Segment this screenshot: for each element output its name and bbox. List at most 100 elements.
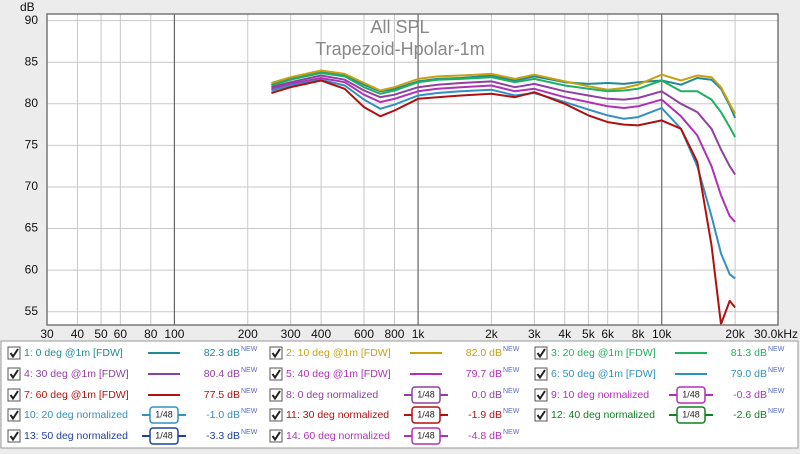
checkmark [536, 410, 546, 421]
legend-badge: NEW [241, 408, 258, 415]
x-tick-label: 20k [725, 327, 745, 341]
checkbox[interactable] [269, 367, 283, 381]
chart-title: All SPL [370, 17, 429, 37]
legend-badge: NEW [503, 429, 520, 436]
legend-item: 10: 20 deg normalized 1/48 -1.0 dB NEW [7, 406, 258, 424]
smoothing-label: 1/48 [417, 389, 435, 399]
checkmark [9, 369, 19, 380]
checkbox[interactable] [7, 367, 21, 381]
legend-badge: NEW [503, 388, 520, 395]
checkbox[interactable] [534, 388, 548, 402]
checkbox[interactable] [269, 408, 283, 422]
legend-item: 7: 60 deg @1m [FDW] 77.5 dB NEW [7, 388, 258, 402]
legend-value: 77.5 dB [204, 389, 240, 401]
checkmark [271, 348, 281, 359]
x-tick-label: 60 [114, 327, 128, 341]
legend-item: 2: 10 deg @1m [FDW] 82.0 dB NEW [269, 346, 520, 360]
legend-item: 6: 50 deg @1m [FDW] 79.0 dB NEW [534, 367, 785, 381]
legend-badge: NEW [503, 408, 520, 415]
legend-name: 4: 30 deg @1m [FDW] [24, 368, 129, 380]
chart-subtitle: Trapezoid-Hpolar-1m [315, 39, 484, 59]
y-tick-label: 80 [25, 96, 39, 110]
legend-item: 5: 40 deg @1m [FDW] 79.7 dB NEW [269, 367, 520, 381]
legend-badge: NEW [241, 346, 258, 353]
y-tick-label: 55 [25, 304, 39, 318]
legend-value: -2.6 dB [733, 409, 767, 421]
legend-item: 14: 60 deg normalized 1/48 -4.8 dB NEW [269, 427, 520, 445]
checkbox[interactable] [534, 346, 548, 360]
y-tick-label: 65 [25, 221, 39, 235]
trace [271, 79, 736, 325]
x-tick-label: 10k [652, 327, 672, 341]
smoothing-label: 1/48 [682, 409, 700, 419]
x-tick-label: 6k [601, 327, 615, 341]
legend-value: -1.9 dB [468, 409, 502, 421]
legend-value: -0.3 dB [733, 389, 767, 401]
y-tick-label: 90 [25, 13, 39, 27]
checkbox[interactable] [534, 367, 548, 381]
legend-item: 9: 10 deg normalized 1/48 -0.3 dB NEW [534, 386, 785, 404]
legend-item: 8: 0 deg normalized 1/48 0.0 dB NEW [269, 386, 520, 404]
x-tick-label: 30 [40, 327, 54, 341]
checkmark [9, 348, 19, 359]
x-tick-label: 100 [164, 327, 184, 341]
legend-badge: NEW [241, 429, 258, 436]
legend-name: 10: 20 deg normalized [24, 409, 128, 421]
checkbox[interactable] [7, 388, 21, 402]
legend-value: -1.0 dB [206, 409, 240, 421]
checkbox[interactable] [269, 388, 283, 402]
legend-name: 13: 50 deg normalized [24, 430, 128, 442]
checkmark [271, 410, 281, 421]
plot-border [46, 13, 779, 326]
y-tick-label: 75 [25, 138, 39, 152]
x-tick-label: 3k [528, 327, 542, 341]
legend-badge: NEW [768, 367, 785, 374]
legend-value: -3.3 dB [206, 430, 240, 442]
checkmark [536, 390, 546, 401]
legend-name: 11: 30 deg normalized [286, 409, 389, 421]
legend-item: 3: 20 deg @1m [FDW] 81.3 dB NEW [534, 346, 785, 360]
x-tick-label: 1k [412, 327, 426, 341]
trace [271, 74, 736, 176]
legend-item: 11: 30 deg normalized 1/48 -1.9 dB NEW [269, 406, 520, 424]
legend-name: 5: 40 deg @1m [FDW] [286, 368, 391, 380]
legend-badge: NEW [768, 346, 785, 353]
checkbox[interactable] [269, 346, 283, 360]
checkmark [271, 369, 281, 380]
trace [271, 70, 737, 119]
trace [271, 69, 736, 115]
checkmark [271, 431, 281, 442]
legend-badge: NEW [241, 388, 258, 395]
checkbox[interactable] [7, 408, 21, 422]
legend-name: 9: 10 deg normalized [551, 389, 649, 401]
y-tick-label: 60 [25, 262, 39, 276]
smoothing-label: 1/48 [417, 430, 435, 440]
legend-item: 1: 0 deg @1m [FDW] 82.3 dB NEW [7, 346, 258, 360]
y-tick-label: 70 [25, 179, 39, 193]
legend-panel [0, 340, 799, 449]
x-tick-label: 80 [144, 327, 158, 341]
legend-name: 14: 60 deg normalized [286, 430, 390, 442]
x-tick-label: 5k [582, 327, 596, 341]
plot-area [47, 14, 778, 325]
legend-badge: NEW [241, 367, 258, 374]
legend-badge: NEW [503, 367, 520, 374]
legend-value: 82.3 dB [204, 347, 240, 359]
x-tick-label: 300 [281, 327, 301, 341]
checkbox[interactable] [534, 408, 548, 422]
checkmark [9, 431, 19, 442]
smoothing-box [411, 406, 441, 424]
legend-name: 6: 50 deg @1m [FDW] [551, 368, 656, 380]
trace [271, 72, 736, 138]
smoothing-box [676, 386, 706, 404]
legend-name: 3: 20 deg @1m [FDW] [551, 347, 656, 359]
checkbox[interactable] [7, 429, 21, 443]
x-tick-label: 8k [632, 327, 646, 341]
legend-name: 7: 60 deg @1m [FDW] [24, 389, 129, 401]
checkbox[interactable] [269, 429, 283, 443]
checkmark [536, 369, 546, 380]
checkbox[interactable] [7, 346, 21, 360]
smoothing-box [676, 406, 706, 424]
